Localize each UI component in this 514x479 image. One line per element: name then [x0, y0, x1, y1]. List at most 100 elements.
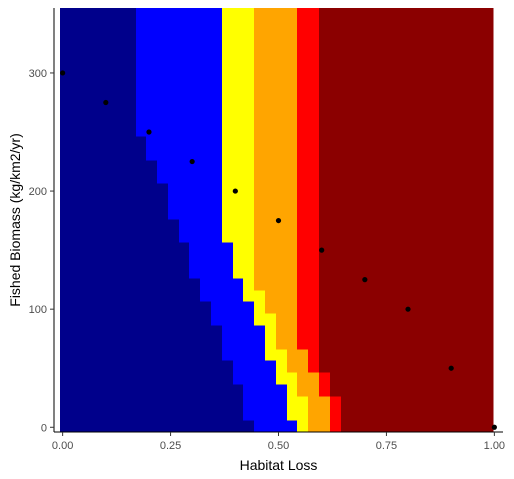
heatmap-tile	[351, 76, 364, 90]
heatmap-tile	[146, 241, 159, 255]
heatmap-tile	[103, 265, 116, 279]
heatmap-tile	[459, 265, 472, 279]
heatmap-tile	[481, 359, 494, 373]
heatmap-tile	[233, 41, 245, 54]
heatmap-tile	[373, 218, 386, 232]
heatmap-tile	[362, 111, 375, 125]
heatmap-tile	[395, 159, 407, 172]
heatmap-tile	[384, 336, 397, 350]
heatmap-tile	[168, 88, 181, 102]
heatmap-tile	[189, 253, 202, 267]
heatmap-tile	[373, 41, 386, 54]
heatmap-tile	[395, 17, 407, 31]
heatmap-tile	[168, 241, 181, 255]
heatmap-tile	[341, 241, 353, 255]
heatmap-tile	[146, 41, 159, 54]
heatmap-tile	[427, 419, 440, 432]
heatmap-tile	[200, 312, 213, 326]
heatmap-tile	[200, 111, 213, 125]
heatmap-tile	[470, 111, 483, 125]
heatmap-tile	[459, 241, 472, 255]
heatmap-tile	[146, 289, 159, 302]
heatmap-tile	[60, 17, 73, 31]
heatmap-tile	[222, 371, 235, 385]
heatmap-tile	[416, 52, 429, 66]
heatmap-tile	[157, 300, 170, 314]
heatmap-tile	[222, 312, 235, 326]
heatmap-tile	[319, 159, 332, 172]
heatmap-tile	[82, 76, 94, 90]
heatmap-tile	[438, 277, 451, 291]
heatmap-tile	[319, 147, 332, 161]
heatmap-tile	[243, 135, 256, 149]
heatmap-tile	[179, 182, 191, 196]
heatmap-tile	[427, 300, 440, 314]
heatmap-tile	[189, 147, 202, 161]
heatmap-tile	[243, 182, 256, 196]
heatmap-tile	[351, 111, 364, 125]
heatmap-tile	[254, 159, 267, 172]
heatmap-tile	[168, 218, 181, 232]
heatmap-tile	[233, 135, 245, 149]
heatmap-tile	[189, 52, 202, 66]
heatmap-tile	[265, 300, 278, 314]
heatmap-tile	[395, 123, 407, 137]
heatmap-tile	[416, 111, 429, 125]
heatmap-tile	[60, 348, 73, 361]
heatmap-tile	[287, 277, 299, 291]
heatmap-tile	[125, 218, 138, 232]
heatmap-tile	[243, 241, 256, 255]
heatmap-tile	[125, 312, 138, 326]
heatmap-tile	[168, 29, 181, 43]
heatmap-tile	[470, 52, 483, 66]
heatmap-tile	[179, 230, 191, 243]
heatmap-tile	[373, 277, 386, 291]
data-point	[189, 158, 195, 165]
heatmap-tile	[351, 348, 364, 361]
heatmap-tile	[319, 100, 332, 113]
heatmap-tile	[157, 123, 170, 137]
heatmap-tile	[395, 336, 407, 350]
heatmap-tile	[297, 111, 310, 125]
heatmap-tile	[243, 336, 256, 350]
heatmap-tile	[470, 100, 483, 113]
heatmap-tile	[341, 371, 353, 385]
heatmap-tile	[362, 159, 375, 172]
heatmap-tile	[71, 289, 84, 302]
heatmap-tile	[189, 206, 202, 220]
heatmap-tile	[200, 64, 213, 78]
heatmap-tile	[405, 29, 418, 43]
heatmap-tile	[222, 135, 235, 149]
heatmap-tile	[351, 170, 364, 184]
heatmap-tile	[82, 371, 94, 385]
heatmap-tile	[114, 194, 127, 208]
heatmap-tile	[351, 253, 364, 267]
heatmap-tile	[157, 64, 170, 78]
heatmap-tile	[287, 88, 299, 102]
heatmap-tile	[405, 159, 418, 172]
heatmap-tile	[200, 253, 213, 267]
heatmap-tile	[481, 265, 494, 279]
heatmap-tile	[351, 135, 364, 149]
heatmap-tile	[470, 182, 483, 196]
heatmap-tile	[103, 230, 116, 243]
heatmap-tile	[157, 253, 170, 267]
heatmap-tile	[243, 348, 256, 361]
heatmap-tile	[146, 135, 159, 149]
heatmap-tile	[179, 289, 191, 302]
heatmap-tile	[308, 419, 321, 432]
heatmap-tile	[82, 383, 94, 397]
heatmap-tile	[82, 265, 94, 279]
heatmap-tile	[319, 371, 332, 385]
heatmap-tile	[125, 395, 138, 409]
heatmap-tile	[373, 17, 386, 31]
heatmap-tile	[168, 312, 181, 326]
heatmap-tile	[330, 41, 343, 54]
heatmap-tile	[189, 218, 202, 232]
heatmap-tile	[189, 41, 202, 54]
heatmap-tile	[71, 241, 84, 255]
y-tick-label: 300	[29, 68, 47, 80]
heatmap-tile	[125, 41, 138, 54]
heatmap-tile	[308, 277, 321, 291]
heatmap-tile	[92, 419, 105, 432]
